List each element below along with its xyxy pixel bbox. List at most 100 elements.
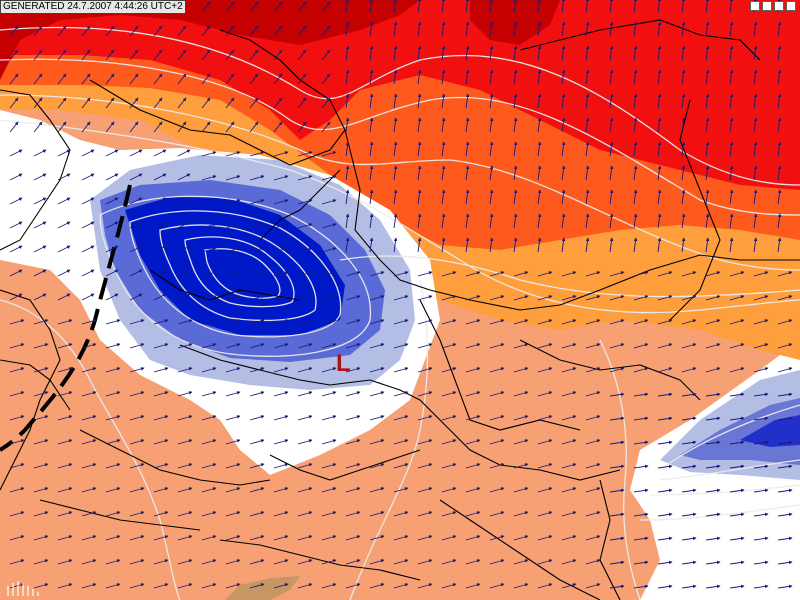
wind-arrow-icon	[9, 173, 23, 181]
wind-arrow-icon	[489, 367, 505, 373]
wind-arrow-icon	[369, 391, 385, 397]
wind-arrow-icon	[201, 73, 211, 85]
wind-arrow-icon	[729, 21, 734, 37]
wind-arrow-icon	[225, 271, 241, 277]
wind-arrow-icon	[297, 367, 313, 373]
wind-arrow-icon	[201, 439, 217, 445]
wind-arrow-icon	[681, 560, 697, 565]
wind-arrow-icon	[177, 221, 191, 229]
wind-arrow-icon	[681, 464, 697, 469]
wind-arrow-icon	[537, 69, 542, 85]
wind-arrow-icon	[33, 221, 47, 229]
wind-arrow-icon	[393, 367, 409, 373]
wind-arrow-icon	[777, 343, 793, 349]
wind-arrow-icon	[33, 559, 49, 565]
wind-arrow-icon	[297, 199, 313, 205]
window-button-4-icon[interactable]	[786, 1, 796, 11]
wind-arrow-icon	[609, 440, 625, 445]
wind-arrow-icon	[729, 512, 745, 517]
wind-arrow-icon	[777, 392, 793, 397]
wind-arrow-icon	[153, 487, 169, 493]
wind-arrow-icon	[297, 73, 307, 85]
wind-arrow-icon	[777, 560, 793, 565]
wind-arrow-icon	[777, 69, 782, 85]
wind-arrow-icon	[537, 0, 542, 13]
wind-arrow-icon	[9, 511, 25, 517]
wind-arrow-icon	[561, 319, 577, 325]
wind-arrow-icon	[537, 165, 542, 181]
window-button-3-icon[interactable]	[774, 1, 784, 11]
wind-arrow-icon	[513, 271, 529, 277]
wind-arrow-icon	[633, 21, 638, 37]
wind-arrow-icon	[465, 141, 470, 157]
wind-arrow-icon	[273, 559, 289, 565]
wind-arrow-icon	[633, 488, 649, 493]
wind-arrow-icon	[177, 511, 193, 517]
wind-arrow-icon	[129, 415, 145, 421]
wind-arrow-icon	[249, 463, 265, 469]
wind-arrow-icon	[657, 392, 673, 397]
wind-arrow-icon	[201, 271, 217, 277]
wind-arrow-icon	[537, 295, 553, 301]
wind-arrow-icon	[129, 487, 145, 493]
wind-arrow-icon	[321, 247, 337, 253]
wind-arrow-icon	[33, 343, 49, 349]
wind-arrow-icon	[297, 175, 313, 181]
wind-arrow-icon	[177, 121, 187, 133]
wind-arrow-icon	[369, 69, 374, 85]
wind-arrow-icon	[249, 1, 259, 13]
wind-arrow-icon	[297, 319, 313, 325]
wind-arrow-icon	[729, 69, 734, 85]
wind-arrow-icon	[249, 559, 265, 565]
wind-arrow-icon	[201, 97, 211, 109]
wind-arrow-icon	[657, 488, 673, 493]
window-button-1-icon[interactable]	[750, 1, 760, 11]
wind-arrow-icon	[777, 93, 782, 109]
wind-arrow-icon	[33, 49, 43, 61]
wind-arrow-icon	[417, 559, 433, 565]
wind-arrow-icon	[321, 367, 337, 373]
wind-arrow-icon	[513, 69, 518, 85]
wind-arrow-icon	[297, 223, 313, 229]
wind-arrow-icon	[369, 415, 385, 421]
wind-arrow-icon	[417, 0, 422, 13]
wind-arrow-icon	[129, 97, 139, 109]
wind-arrow-icon	[417, 319, 433, 325]
wind-arrow-icon	[9, 415, 25, 421]
wind-arrow-icon	[393, 21, 398, 37]
wind-arrow-icon	[201, 175, 217, 181]
wind-arrow-icon	[177, 415, 193, 421]
wind-arrow-icon	[465, 583, 481, 589]
wind-arrow-icon	[657, 141, 662, 157]
wind-arrow-icon	[657, 237, 662, 253]
wind-arrow-icon	[345, 141, 350, 157]
wind-arrow-icon	[273, 391, 289, 397]
wind-arrow-icon	[585, 213, 590, 229]
wind-arrow-icon	[81, 535, 97, 541]
wind-arrow-icon	[297, 49, 307, 61]
wind-arrow-icon	[33, 245, 47, 253]
wind-arrow-icon	[369, 271, 385, 277]
wind-arrow-icon	[417, 69, 422, 85]
wind-arrow-icon	[297, 271, 313, 277]
wind-arrow-icon	[81, 221, 95, 229]
wind-arrow-icon	[177, 197, 191, 205]
wind-arrow-icon	[81, 367, 97, 373]
wind-arrow-icon	[273, 49, 283, 61]
wind-arrow-icon	[129, 173, 143, 181]
wind-arrow-icon	[129, 149, 143, 157]
wind-arrow-icon	[753, 512, 769, 517]
window-button-2-icon[interactable]	[762, 1, 772, 11]
wind-arrow-icon	[657, 165, 662, 181]
wind-arrow-icon	[129, 343, 145, 349]
wind-arrow-icon	[393, 439, 409, 445]
wind-arrow-icon	[561, 343, 577, 349]
wind-arrow-icon	[561, 213, 566, 229]
wind-arrow-icon	[249, 439, 265, 445]
wind-arrow-icon	[105, 121, 115, 133]
wind-arrow-icon	[609, 367, 625, 373]
wind-arrow-icon	[129, 511, 145, 517]
wind-arrow-icon	[729, 189, 734, 205]
wind-arrow-icon	[57, 367, 73, 373]
